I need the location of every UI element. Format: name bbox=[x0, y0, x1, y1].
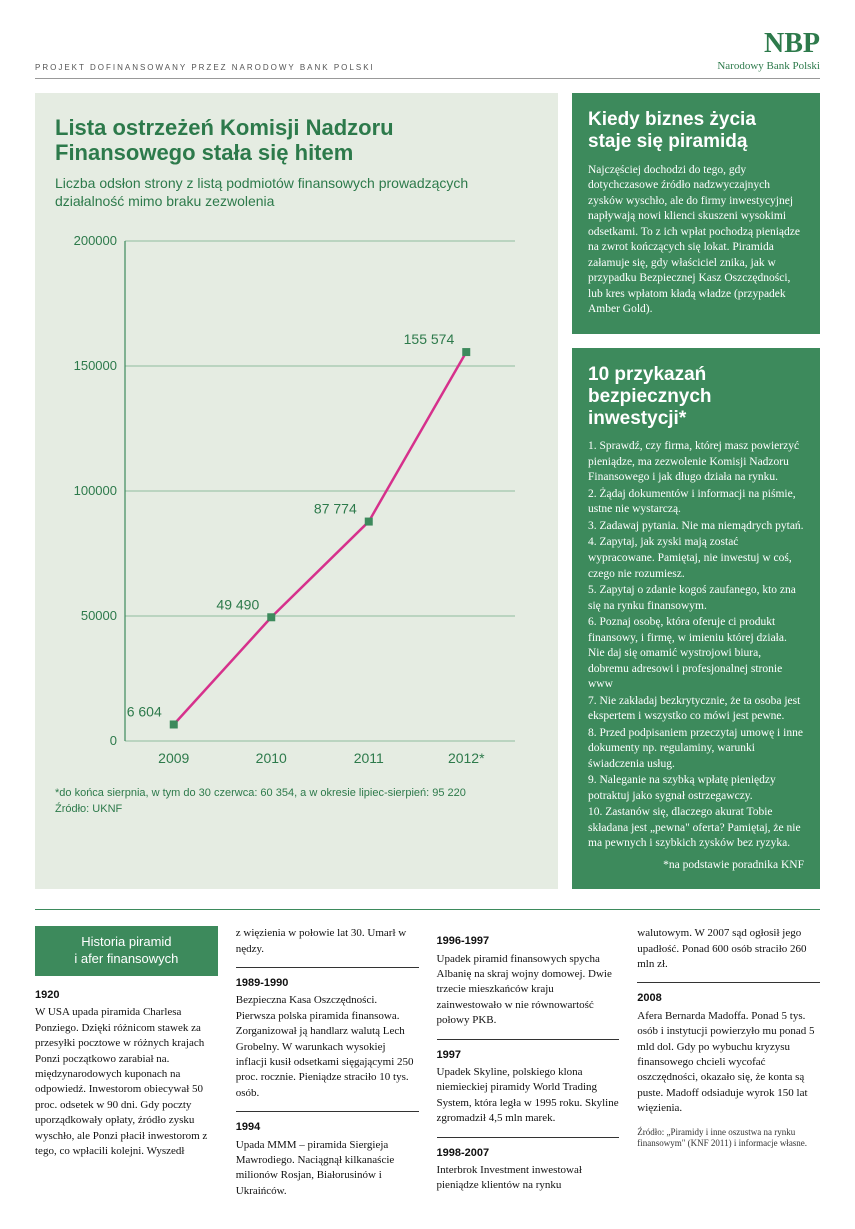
history-entry: Upadek piramid finansowych spycha Albani… bbox=[437, 952, 620, 1029]
commandment-item: 9. Naleganie na szybką wpłatę pieniędzy … bbox=[588, 773, 804, 804]
chart-subtitle: Liczba odsłon strony z listą podmiotów f… bbox=[55, 174, 538, 212]
commandment-item: 7. Nie zakładaj bezkrytycznie, że ta oso… bbox=[588, 694, 804, 725]
history-year: 1920 bbox=[35, 988, 218, 1003]
history-year: 1994 bbox=[236, 1120, 419, 1135]
history-section: Historia piramid i afer finansowych 1920… bbox=[35, 926, 820, 1199]
header-logo-block: NBP Narodowy Bank Polski bbox=[717, 30, 820, 72]
box2-title: 10 przykazań bezpiecznych inwestycji* bbox=[588, 364, 804, 430]
history-entry: Upadek Skyline, polskiego klona niemieck… bbox=[437, 1065, 620, 1127]
history-year: 1997 bbox=[437, 1048, 620, 1063]
history-entry: Afera Bernarda Madoffa. Ponad 5 tys. osó… bbox=[637, 1009, 820, 1117]
history-year: 1998-2007 bbox=[437, 1146, 620, 1161]
svg-text:2009: 2009 bbox=[158, 750, 189, 766]
box1-title: Kiedy biznes życia staje się piramidą bbox=[588, 109, 804, 153]
svg-text:49 490: 49 490 bbox=[216, 597, 259, 613]
chart-svg: 0 50000 100000 150000 200000 2009 2010 2011 2012… bbox=[55, 231, 535, 771]
history-entry: W USA upada piramida Charlesa Ponziego. … bbox=[35, 1005, 218, 1159]
commandment-item: 3. Zadawaj pytania. Nie ma niemądrych py… bbox=[588, 519, 804, 535]
commandment-item: 1. Sprawdź, czy firma, której masz powie… bbox=[588, 439, 804, 486]
page-header: PROJEKT DOFINANSOWANY PRZEZ NARODOWY BAN… bbox=[35, 30, 820, 79]
chart-panel: Lista ostrzeżeń Komisji Nadzoru Finansow… bbox=[35, 93, 558, 889]
history-header: Historia piramid i afer finansowych bbox=[35, 926, 218, 976]
svg-text:6 604: 6 604 bbox=[127, 704, 162, 720]
section-divider bbox=[35, 909, 820, 910]
chart-title: Lista ostrzeżeń Komisji Nadzoru Finansow… bbox=[55, 115, 538, 166]
history-year: 1989-1990 bbox=[236, 976, 419, 991]
box1-body: Najczęściej dochodzi do tego, gdy dotych… bbox=[588, 163, 804, 318]
svg-text:150000: 150000 bbox=[74, 358, 117, 373]
header-project-line: PROJEKT DOFINANSOWANY PRZEZ NARODOWY BAN… bbox=[35, 63, 375, 72]
box2-footnote: *na podstawie poradnika KNF bbox=[588, 858, 804, 874]
svg-text:0: 0 bbox=[110, 733, 117, 748]
history-rule bbox=[437, 1137, 620, 1138]
commandment-item: 4. Zapytaj, jak zyski mają zostać wyprac… bbox=[588, 535, 804, 582]
chart-footnote: *do końca sierpnia, w tym do 30 czerwca:… bbox=[55, 786, 538, 817]
history-continuation: walutowym. W 2007 sąd ogłosił jego upadł… bbox=[637, 926, 820, 972]
sidebar-box-pyramid: Kiedy biznes życia staje się piramidą Na… bbox=[572, 93, 820, 334]
svg-text:2012*: 2012* bbox=[448, 750, 485, 766]
svg-text:2010: 2010 bbox=[256, 750, 287, 766]
commandment-item: 6. Poznaj osobę, która oferuje ci produk… bbox=[588, 615, 804, 693]
history-rule bbox=[637, 982, 820, 983]
history-source: Źródło: „Piramidy i inne oszustwa na ryn… bbox=[637, 1127, 820, 1150]
history-entry: Interbrok Investment inwestował pieniądz… bbox=[437, 1163, 620, 1194]
line-chart: 0 50000 100000 150000 200000 2009 2010 2011 2012… bbox=[55, 231, 538, 776]
history-entry: Bezpieczna Kasa Oszczędności. Pierwsza p… bbox=[236, 993, 419, 1101]
commandment-item: 8. Przed podpisaniem przeczytaj umowę i … bbox=[588, 726, 804, 773]
history-rule bbox=[236, 1111, 419, 1112]
history-year: 2008 bbox=[637, 991, 820, 1006]
history-rule bbox=[437, 1039, 620, 1040]
nbp-logo-sub: Narodowy Bank Polski bbox=[717, 60, 820, 72]
svg-text:87 774: 87 774 bbox=[314, 501, 357, 517]
nbp-logo: NBP bbox=[717, 30, 820, 58]
svg-text:200000: 200000 bbox=[74, 233, 117, 248]
history-year: 1996-1997 bbox=[437, 934, 620, 949]
commandment-item: 10. Zastanów się, dlaczego akurat Tobie … bbox=[588, 805, 804, 852]
svg-text:155 574: 155 574 bbox=[404, 331, 455, 347]
svg-text:2011: 2011 bbox=[354, 750, 384, 766]
history-continuation: z więzienia w połowie lat 30. Umarł w nę… bbox=[236, 926, 419, 957]
history-rule bbox=[236, 967, 419, 968]
svg-text:100000: 100000 bbox=[74, 483, 117, 498]
sidebar-box-commandments: 10 przykazań bezpiecznych inwestycji* 1.… bbox=[572, 348, 820, 889]
commandment-item: 5. Zapytaj o zdanie kogoś zaufanego, kto… bbox=[588, 583, 804, 614]
commandment-item: 2. Żądaj dokumentów i informacji na piśm… bbox=[588, 487, 804, 518]
svg-text:50000: 50000 bbox=[81, 608, 117, 623]
